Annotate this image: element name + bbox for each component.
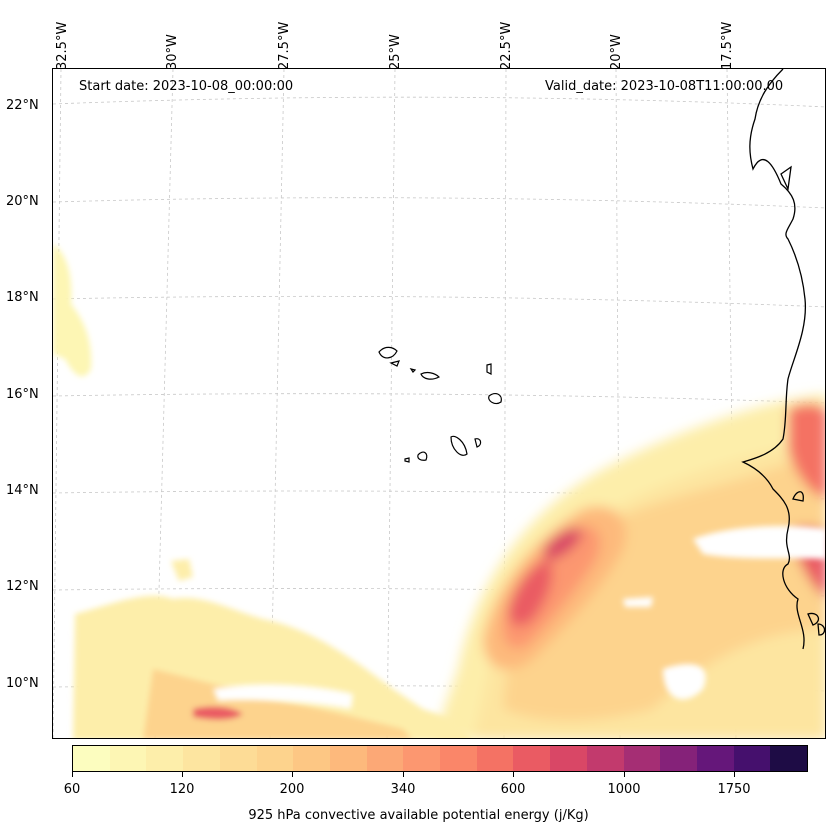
lon-label: 17.5°W: [720, 21, 735, 70]
lon-label: 30°W: [165, 34, 180, 70]
lat-label: 12°N: [6, 579, 39, 594]
cape-map: [53, 69, 825, 738]
start-date-annotation: Start date: 2023-10-08_00:00:00: [79, 79, 294, 94]
cape-field: [53, 244, 825, 738]
colorbar-swatch: [623, 746, 661, 771]
colorbar-swatch: [550, 746, 587, 771]
lat-label: 10°N: [6, 676, 39, 691]
colorbar-swatch: [586, 746, 624, 771]
map-panel: [52, 68, 826, 739]
cape-verde-islands: [378, 346, 502, 463]
colorbar-swatch: [146, 746, 184, 771]
colorbar-swatch: [329, 746, 367, 771]
colorbar-tick-label: 200: [279, 782, 305, 797]
colorbar-swatch: [696, 746, 734, 771]
colorbar-swatch: [293, 746, 330, 771]
colorbar-tick-label: 340: [390, 782, 416, 797]
colorbar-swatch: [256, 746, 294, 771]
coastline: [741, 69, 825, 650]
colorbar-tick-label: 1000: [607, 782, 641, 797]
lon-label: 32.5°W: [55, 21, 70, 70]
colorbar-swatch: [109, 746, 147, 771]
colorbar-swatch: [513, 746, 551, 771]
lon-label: 22.5°W: [499, 21, 514, 70]
lon-label: 27.5°W: [277, 21, 292, 70]
colorbar-swatch: [770, 746, 808, 771]
colorbar-swatch: [183, 746, 220, 771]
colorbar-swatch: [366, 746, 404, 771]
lon-label: 25°W: [388, 34, 403, 70]
colorbar-tick-label: 1750: [717, 782, 751, 797]
lat-label: 18°N: [6, 290, 39, 305]
colorbar-swatch: [403, 746, 441, 771]
colorbar-swatch: [733, 746, 771, 771]
colorbar-swatch: [219, 746, 257, 771]
colorbar-tick-label: 120: [169, 782, 195, 797]
lon-label: 20°W: [609, 34, 624, 70]
colorbar-swatch: [660, 746, 697, 771]
colorbar-label: 925 hPa convective available potential e…: [248, 808, 589, 823]
lat-label: 22°N: [6, 98, 39, 113]
colorbar: [72, 745, 808, 772]
lat-label: 16°N: [6, 387, 39, 402]
colorbar-tick-label: 60: [63, 782, 81, 797]
colorbar-swatch: [476, 746, 514, 771]
colorbar-swatch: [440, 746, 477, 771]
lat-label: 14°N: [6, 483, 39, 498]
colorbar-swatch: [73, 746, 110, 771]
valid-date-annotation: Valid_date: 2023-10-08T11:00:00.00: [545, 79, 784, 94]
colorbar-tick-label: 600: [500, 782, 526, 797]
lat-label: 20°N: [6, 194, 39, 209]
